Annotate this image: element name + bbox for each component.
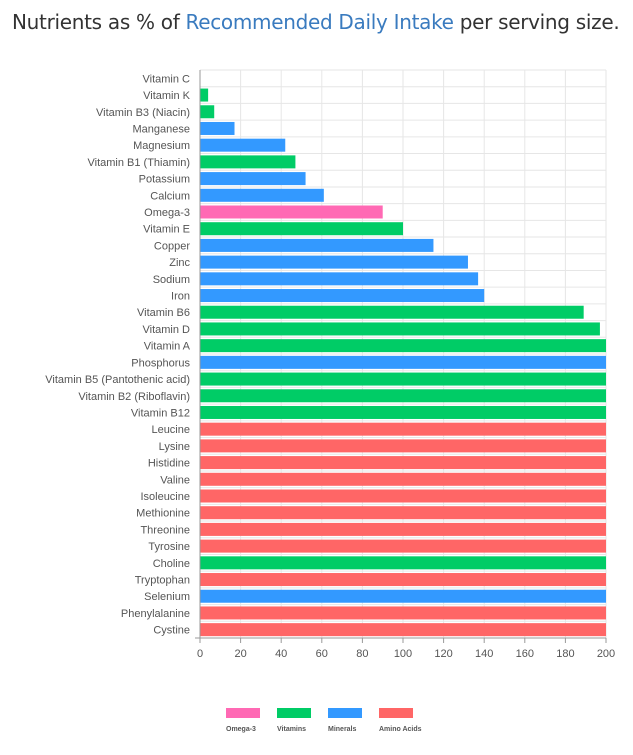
- category-label-vitamin-a: Vitamin A: [144, 341, 191, 353]
- x-tick-label: 100: [394, 648, 412, 660]
- bar-vitamin-a[interactable]: [200, 339, 606, 353]
- x-tick-label: 60: [316, 648, 328, 660]
- gridlines: [200, 69, 607, 639]
- bar-vitamin-d[interactable]: [200, 322, 600, 336]
- category-label-vitamin-b6: Vitamin B6: [137, 307, 190, 319]
- bar-tryptophan[interactable]: [200, 573, 606, 587]
- legend-swatch-omega-3[interactable]: [226, 708, 260, 718]
- bar-vitamin-b5-pantothenic-acid[interactable]: [200, 372, 606, 386]
- category-label-vitamin-b3-niacin: Vitamin B3 (Niacin): [96, 107, 190, 119]
- bar-vitamin-k[interactable]: [200, 88, 209, 102]
- category-label-vitamin-b12: Vitamin B12: [131, 407, 190, 419]
- x-tick-labels: 0 20 40 60 80 100 120 140 160 180 200: [197, 648, 615, 660]
- bar-threonine[interactable]: [200, 522, 606, 536]
- bar-sodium[interactable]: [200, 272, 479, 286]
- title-suffix: per serving size.: [453, 10, 620, 34]
- x-tick-label: 0: [197, 648, 203, 660]
- category-label-valine: Valine: [160, 474, 190, 486]
- bar-selenium[interactable]: [200, 589, 606, 603]
- category-label-potassium: Potassium: [139, 174, 190, 186]
- bar-vitamin-b1-thiamin[interactable]: [200, 155, 296, 169]
- legend-label-amino-acids[interactable]: Amino Acids: [379, 726, 422, 733]
- x-tick-label: 20: [234, 648, 246, 660]
- bar-phenylalanine[interactable]: [200, 606, 606, 620]
- category-label-phosphorus: Phosphorus: [131, 357, 190, 369]
- category-label-leucine: Leucine: [151, 424, 190, 436]
- category-label-tryptophan: Tryptophan: [135, 575, 190, 587]
- bar-vitamin-b6[interactable]: [200, 305, 584, 319]
- category-labels: Vitamin C Vitamin K Vitamin B3 (Niacin) Man…: [45, 73, 190, 636]
- page-title: Nutrients as % of Recommended Daily Inta…: [12, 10, 620, 34]
- category-label-threonine: Threonine: [140, 524, 190, 536]
- bar-calcium[interactable]: [200, 188, 324, 202]
- bar-choline[interactable]: [200, 556, 606, 570]
- x-tick-label: 40: [275, 648, 287, 660]
- category-label-methionine: Methionine: [136, 508, 190, 520]
- bar-lysine[interactable]: [200, 439, 606, 453]
- bar-methionine[interactable]: [200, 506, 606, 520]
- bar-histidine[interactable]: [200, 456, 606, 470]
- category-label-zinc: Zinc: [169, 257, 190, 269]
- x-tick-label: 140: [475, 648, 493, 660]
- category-label-vitamin-c: Vitamin C: [143, 73, 191, 85]
- category-label-copper: Copper: [154, 240, 190, 252]
- bar-magnesium[interactable]: [200, 138, 286, 152]
- category-label-tyrosine: Tyrosine: [148, 541, 190, 553]
- x-tick-label: 160: [516, 648, 534, 660]
- category-label-choline: Choline: [153, 558, 190, 570]
- legend-swatch-minerals[interactable]: [328, 708, 362, 718]
- category-label-vitamin-d: Vitamin D: [143, 324, 191, 336]
- category-label-magnesium: Magnesium: [133, 140, 190, 152]
- category-label-selenium: Selenium: [144, 591, 190, 603]
- category-label-histidine: Histidine: [148, 458, 190, 470]
- category-label-calcium: Calcium: [150, 190, 190, 202]
- legend-swatch-amino-acids[interactable]: [379, 708, 413, 718]
- category-label-omega-3: Omega-3: [144, 207, 190, 219]
- category-label-isoleucine: Isoleucine: [140, 491, 190, 503]
- category-label-lysine: Lysine: [159, 441, 190, 453]
- legend-swatch-vitamins[interactable]: [277, 708, 311, 718]
- bar-isoleucine[interactable]: [200, 489, 606, 503]
- bar-valine[interactable]: [200, 472, 606, 486]
- category-label-vitamin-e: Vitamin E: [143, 224, 190, 236]
- bar-potassium[interactable]: [200, 172, 306, 186]
- bar-vitamin-b3-niacin[interactable]: [200, 105, 215, 119]
- category-label-sodium: Sodium: [153, 274, 190, 286]
- legend-label-vitamins[interactable]: Vitamins: [277, 726, 306, 733]
- recommended-daily-intake-link[interactable]: Recommended Daily Intake: [185, 10, 454, 34]
- bar-tyrosine[interactable]: [200, 539, 606, 553]
- title-prefix: Nutrients as % of: [12, 10, 186, 34]
- legend: Omega-3 Vitamins Minerals Amino Acids: [226, 708, 422, 733]
- category-label-manganese: Manganese: [133, 123, 191, 135]
- axes: [195, 70, 607, 643]
- x-tick-label: 80: [356, 648, 368, 660]
- bar-vitamin-b2-riboflavin[interactable]: [200, 389, 606, 403]
- bar-vitamin-b12[interactable]: [200, 405, 606, 419]
- x-tick-label: 120: [434, 648, 452, 660]
- x-tick-label: 200: [597, 648, 615, 660]
- category-label-iron: Iron: [171, 291, 190, 303]
- category-label-phenylalanine: Phenylalanine: [121, 608, 190, 620]
- bar-omega-3[interactable]: [200, 205, 383, 219]
- category-label-vitamin-b1-thiamin: Vitamin B1 (Thiamin): [88, 157, 191, 169]
- bar-cystine[interactable]: [200, 623, 606, 637]
- category-label-vitamin-b2-riboflavin: Vitamin B2 (Riboflavin): [78, 391, 190, 403]
- category-label-vitamin-b5-pantothenic-acid: Vitamin B5 (Pantothenic acid): [45, 374, 190, 386]
- category-label-vitamin-k: Vitamin K: [143, 90, 191, 102]
- bar-leucine[interactable]: [200, 422, 606, 436]
- bar-vitamin-e[interactable]: [200, 222, 403, 236]
- bar-phosphorus[interactable]: [200, 355, 606, 369]
- bars: [200, 88, 606, 637]
- legend-label-omega-3[interactable]: Omega-3: [226, 726, 256, 733]
- category-label-cystine: Cystine: [153, 625, 190, 637]
- bar-manganese[interactable]: [200, 121, 235, 135]
- bar-copper[interactable]: [200, 238, 434, 252]
- bar-zinc[interactable]: [200, 255, 468, 269]
- x-tick-label: 180: [556, 648, 574, 660]
- legend-label-minerals[interactable]: Minerals: [328, 726, 357, 733]
- bar-iron[interactable]: [200, 289, 485, 303]
